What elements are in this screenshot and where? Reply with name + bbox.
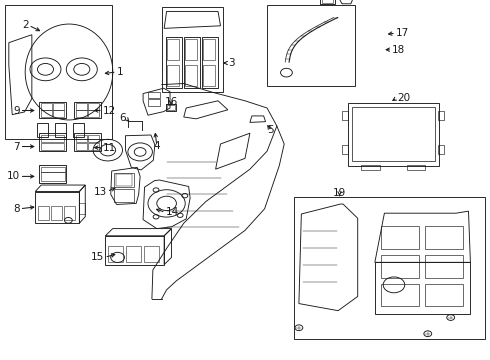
Bar bbox=[74, 133, 101, 151]
Bar bbox=[76, 110, 87, 117]
Bar bbox=[88, 135, 99, 142]
Bar bbox=[424, 284, 463, 306]
Bar bbox=[126, 246, 141, 262]
Bar bbox=[41, 110, 52, 117]
Bar bbox=[184, 37, 200, 88]
Bar bbox=[55, 123, 66, 137]
Text: 20: 20 bbox=[397, 93, 410, 103]
Bar bbox=[88, 110, 99, 117]
Bar bbox=[352, 107, 435, 161]
Bar bbox=[294, 197, 485, 339]
Bar bbox=[203, 65, 215, 86]
Text: 12: 12 bbox=[103, 105, 116, 116]
Bar bbox=[438, 145, 444, 154]
Bar bbox=[41, 135, 64, 142]
Bar bbox=[438, 111, 444, 120]
Bar bbox=[202, 37, 218, 88]
Bar bbox=[76, 135, 87, 142]
Text: 8: 8 bbox=[13, 204, 20, 214]
Bar bbox=[41, 143, 64, 150]
Bar bbox=[348, 103, 439, 166]
Bar bbox=[76, 143, 87, 150]
Bar bbox=[114, 189, 134, 202]
Bar bbox=[5, 5, 112, 139]
Bar bbox=[185, 39, 197, 60]
Bar bbox=[424, 255, 463, 278]
Bar bbox=[41, 167, 65, 172]
Bar bbox=[167, 65, 179, 86]
Text: 5: 5 bbox=[267, 125, 274, 135]
Bar bbox=[381, 226, 419, 249]
Bar bbox=[407, 165, 425, 170]
Bar bbox=[53, 110, 64, 117]
Bar bbox=[88, 143, 99, 150]
Bar bbox=[148, 92, 160, 98]
Bar bbox=[342, 145, 348, 154]
Bar bbox=[381, 284, 419, 306]
Bar bbox=[51, 206, 62, 220]
Bar bbox=[166, 104, 176, 111]
Bar bbox=[74, 102, 101, 118]
Text: 11: 11 bbox=[103, 143, 116, 153]
Text: 16: 16 bbox=[164, 96, 178, 107]
Text: 17: 17 bbox=[396, 28, 409, 38]
Bar bbox=[108, 246, 122, 262]
Bar bbox=[320, 0, 335, 4]
Text: 6: 6 bbox=[119, 113, 126, 123]
Bar bbox=[39, 133, 66, 151]
Bar bbox=[114, 173, 134, 187]
Text: 9: 9 bbox=[13, 105, 20, 116]
Text: 19: 19 bbox=[333, 188, 346, 198]
Bar bbox=[37, 123, 48, 137]
Bar bbox=[144, 246, 159, 262]
Bar bbox=[39, 165, 66, 183]
Text: 18: 18 bbox=[392, 45, 405, 55]
Bar bbox=[267, 5, 355, 86]
Bar bbox=[79, 203, 85, 214]
Text: 2: 2 bbox=[22, 20, 28, 30]
Bar bbox=[148, 99, 160, 106]
Bar bbox=[41, 172, 65, 181]
Bar bbox=[74, 123, 84, 137]
Text: 15: 15 bbox=[91, 252, 104, 262]
Bar bbox=[39, 102, 66, 118]
Bar bbox=[203, 39, 215, 60]
Bar bbox=[322, 0, 333, 3]
Bar bbox=[381, 255, 419, 278]
Bar bbox=[35, 192, 79, 223]
Bar bbox=[166, 37, 182, 88]
Bar bbox=[105, 236, 164, 265]
Bar bbox=[375, 262, 470, 314]
Bar bbox=[116, 174, 132, 186]
Bar bbox=[162, 7, 223, 92]
Text: 13: 13 bbox=[94, 186, 107, 197]
Text: 3: 3 bbox=[228, 58, 235, 68]
Text: 4: 4 bbox=[153, 141, 160, 151]
Text: 1: 1 bbox=[117, 67, 123, 77]
Bar bbox=[167, 39, 179, 60]
Bar bbox=[53, 103, 64, 109]
Text: 7: 7 bbox=[13, 141, 20, 152]
Bar bbox=[64, 206, 75, 220]
Text: 14: 14 bbox=[166, 207, 179, 217]
Bar bbox=[424, 226, 463, 249]
Text: 10: 10 bbox=[6, 171, 20, 181]
Bar bbox=[88, 103, 99, 109]
Bar bbox=[362, 165, 380, 170]
Bar bbox=[76, 103, 87, 109]
Bar bbox=[185, 65, 197, 86]
Bar bbox=[41, 103, 52, 109]
Bar bbox=[342, 111, 348, 120]
Bar bbox=[167, 105, 175, 110]
Bar bbox=[38, 206, 49, 220]
